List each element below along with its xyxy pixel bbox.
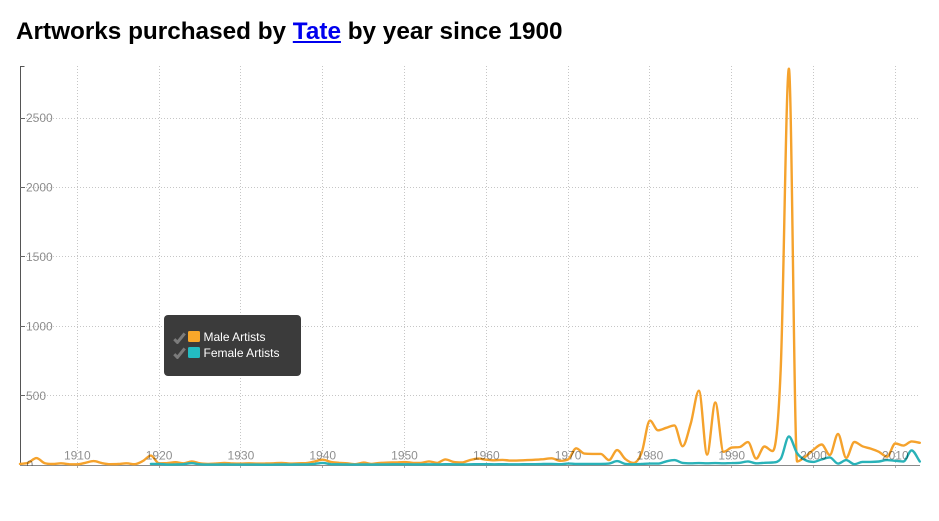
svg-text:2500: 2500 xyxy=(26,111,53,125)
svg-text:1910: 1910 xyxy=(64,449,91,463)
svg-text:1920: 1920 xyxy=(146,449,173,463)
svg-text:0: 0 xyxy=(27,458,34,472)
svg-text:1940: 1940 xyxy=(309,449,336,463)
svg-text:1930: 1930 xyxy=(228,449,255,463)
svg-text:1000: 1000 xyxy=(26,319,53,333)
svg-text:1980: 1980 xyxy=(637,449,664,463)
svg-text:1950: 1950 xyxy=(391,449,418,463)
svg-text:1500: 1500 xyxy=(26,250,53,264)
svg-text:2010: 2010 xyxy=(882,449,909,463)
svg-text:1970: 1970 xyxy=(555,449,582,463)
svg-text:2000: 2000 xyxy=(800,449,827,463)
svg-text:500: 500 xyxy=(26,389,46,403)
svg-text:1990: 1990 xyxy=(718,449,745,463)
svg-text:2000: 2000 xyxy=(26,181,53,195)
svg-text:1960: 1960 xyxy=(473,449,500,463)
